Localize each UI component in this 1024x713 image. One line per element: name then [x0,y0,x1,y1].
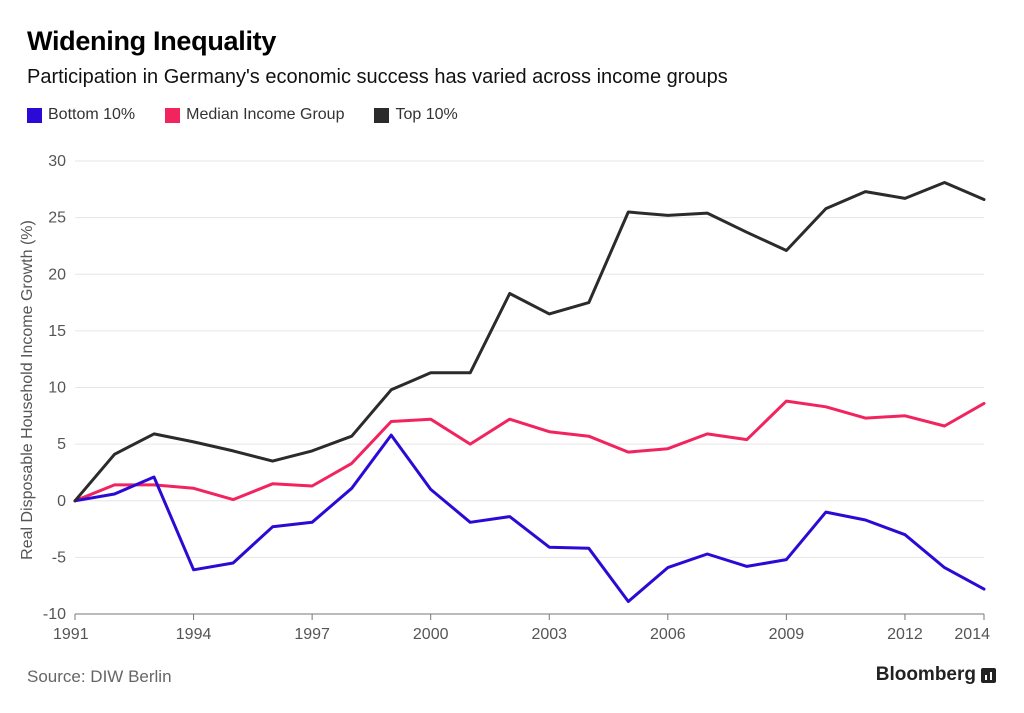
series-line-top-10 [73,181,986,503]
legend-swatch-median [165,107,181,123]
y-axis-title: Real Disposable Household Income Growth … [19,220,36,560]
legend-label-median: Median Income Group [186,106,345,123]
legend-label-bottom-10: Bottom 10% [48,106,136,123]
legend-label-top-10: Top 10% [395,106,458,123]
y-tick-labels: 30 25 20 15 10 5 0 -5 -10 [43,153,66,623]
gridlines [74,160,985,620]
x-tick-label: 2006 [650,626,686,643]
y-tick-label: 10 [48,380,66,397]
bloomberg-chart-icon [981,667,996,683]
series-lines [73,181,986,603]
y-tick-label: 25 [48,210,66,227]
x-tick-label: 1991 [53,626,89,643]
chart-title: Widening Inequality [27,26,277,56]
y-tick-label: 15 [48,323,66,340]
x-tick-label: 2000 [413,626,449,643]
legend-item-top-10: Top 10% [374,106,458,124]
y-tick-label: 0 [57,493,66,510]
x-tick-labels: 1991 1994 1997 2000 2003 2006 2009 2012 2014 [53,626,990,643]
legend-item-bottom-10: Bottom 10% [27,106,135,124]
y-tick-label: 30 [48,153,66,170]
x-tick-label: 2012 [887,626,923,643]
legend: Bottom 10% Median Income Group Top 10% [27,106,488,124]
series-line-median-income-group [73,399,986,503]
legend-swatch-bottom-10 [27,107,42,123]
x-tick-label: 1997 [294,626,330,643]
x-tick-label: 2003 [531,626,567,643]
y-tick-label: -5 [52,549,66,566]
chart-subtitle: Participation in Germany's economic succ… [27,66,728,88]
legend-item-median: Median Income Group [165,106,344,124]
x-tick-label: 2014 [954,626,990,643]
x-tick-label: 1994 [176,626,212,643]
brand-name: Bloomberg [875,664,976,685]
y-tick-label: 20 [48,266,66,283]
source-note: Source: DIW Berlin [27,667,172,686]
brand-logo: Bloomberg [876,664,996,686]
y-tick-label: -10 [43,606,66,623]
y-tick-label: 5 [57,436,66,453]
x-tick-label: 2009 [769,626,805,643]
legend-swatch-top-10 [374,107,390,123]
series-line-bottom-10 [73,433,986,603]
